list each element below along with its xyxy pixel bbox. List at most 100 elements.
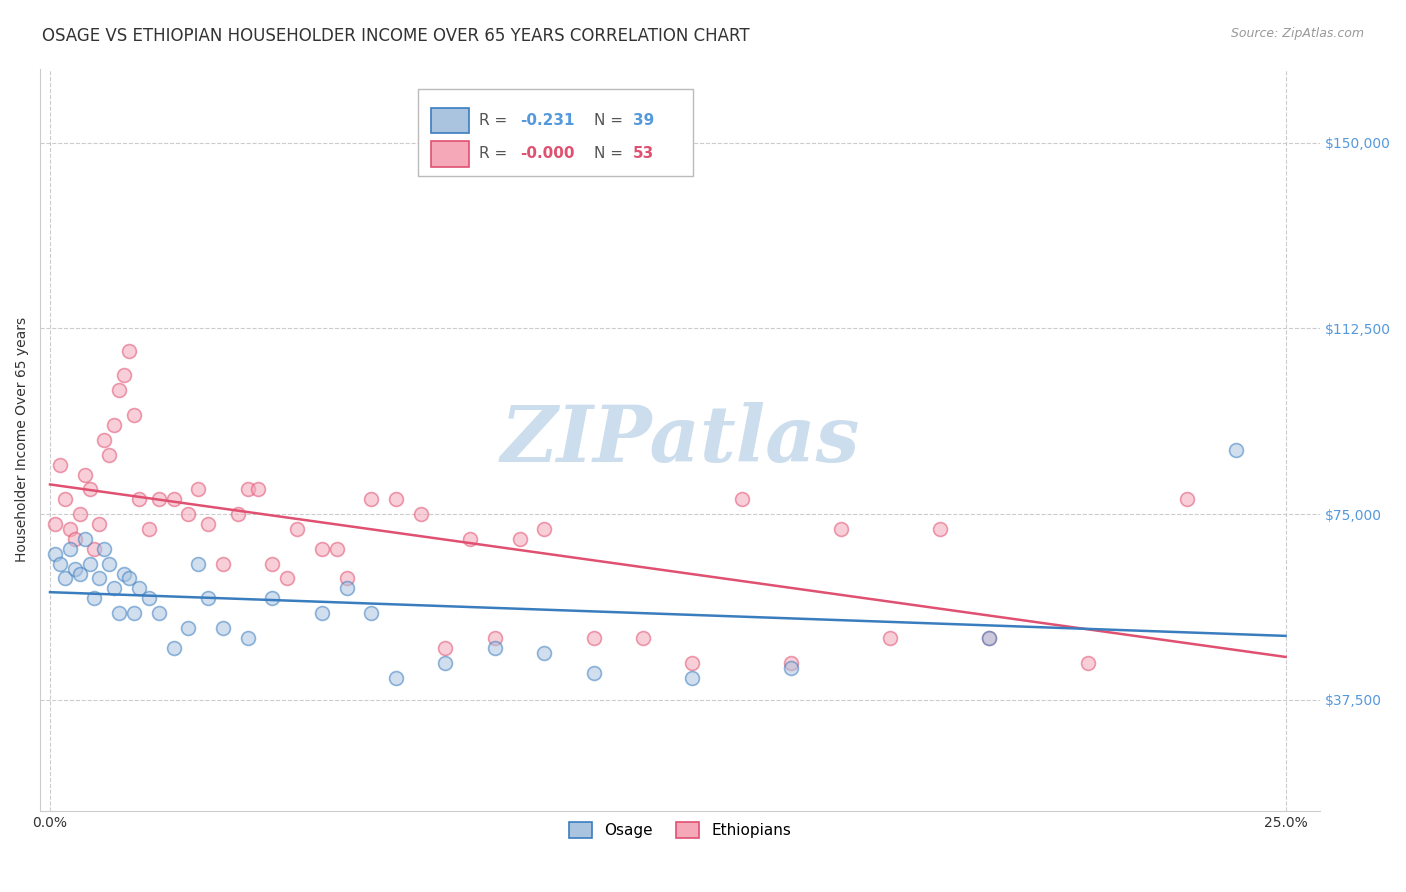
Point bbox=[73, 467, 96, 482]
Point bbox=[484, 640, 506, 655]
Point bbox=[187, 557, 209, 571]
Point bbox=[212, 621, 235, 635]
Bar bbox=[418, 88, 693, 177]
Text: Source: ZipAtlas.com: Source: ZipAtlas.com bbox=[1230, 27, 1364, 40]
Point bbox=[311, 541, 333, 556]
Text: 53: 53 bbox=[633, 146, 654, 161]
Point bbox=[53, 492, 76, 507]
Point bbox=[187, 483, 209, 497]
Point bbox=[197, 516, 219, 531]
Point bbox=[98, 448, 121, 462]
Bar bbox=[430, 141, 470, 167]
Point bbox=[682, 671, 704, 685]
Text: -0.000: -0.000 bbox=[520, 146, 575, 161]
Point bbox=[977, 631, 1000, 645]
Point bbox=[79, 557, 101, 571]
Point bbox=[236, 483, 259, 497]
Point bbox=[148, 492, 170, 507]
Point bbox=[89, 572, 111, 586]
Point bbox=[49, 458, 72, 472]
Point bbox=[162, 492, 184, 507]
Point bbox=[128, 492, 150, 507]
Point bbox=[335, 582, 357, 596]
Point bbox=[1175, 492, 1198, 507]
Point bbox=[879, 631, 901, 645]
Point bbox=[93, 541, 115, 556]
Point bbox=[236, 631, 259, 645]
Point bbox=[63, 561, 86, 575]
Point bbox=[122, 606, 145, 620]
Y-axis label: Householder Income Over 65 years: Householder Income Over 65 years bbox=[15, 318, 30, 563]
Point bbox=[103, 417, 125, 432]
Point bbox=[112, 368, 135, 383]
Point bbox=[484, 631, 506, 645]
Text: -0.231: -0.231 bbox=[520, 113, 575, 128]
Point bbox=[83, 541, 105, 556]
Point bbox=[83, 591, 105, 606]
Text: 39: 39 bbox=[633, 113, 654, 128]
Point bbox=[44, 516, 66, 531]
Point bbox=[385, 492, 408, 507]
Point bbox=[533, 522, 555, 536]
Point bbox=[409, 507, 432, 521]
Point bbox=[197, 591, 219, 606]
Point bbox=[212, 557, 235, 571]
Point bbox=[325, 541, 347, 556]
Point bbox=[69, 566, 91, 581]
Point bbox=[830, 522, 852, 536]
Point bbox=[53, 572, 76, 586]
Point bbox=[276, 572, 298, 586]
Point bbox=[226, 507, 249, 521]
Point bbox=[177, 507, 200, 521]
Point bbox=[103, 582, 125, 596]
Point bbox=[262, 557, 284, 571]
Point bbox=[458, 532, 481, 546]
Point bbox=[122, 408, 145, 422]
Point bbox=[148, 606, 170, 620]
Point bbox=[162, 640, 184, 655]
Point bbox=[69, 507, 91, 521]
Point bbox=[79, 483, 101, 497]
Point bbox=[108, 384, 131, 398]
Point bbox=[434, 656, 457, 670]
Point bbox=[138, 522, 160, 536]
Point bbox=[89, 516, 111, 531]
Point bbox=[93, 433, 115, 447]
Point bbox=[311, 606, 333, 620]
Point bbox=[59, 541, 82, 556]
Point bbox=[360, 606, 382, 620]
Point bbox=[731, 492, 754, 507]
Text: R =: R = bbox=[479, 113, 512, 128]
Legend: Osage, Ethiopians: Osage, Ethiopians bbox=[564, 816, 797, 845]
Point bbox=[682, 656, 704, 670]
Point bbox=[360, 492, 382, 507]
Text: OSAGE VS ETHIOPIAN HOUSEHOLDER INCOME OVER 65 YEARS CORRELATION CHART: OSAGE VS ETHIOPIAN HOUSEHOLDER INCOME OV… bbox=[42, 27, 749, 45]
Point bbox=[928, 522, 950, 536]
Point bbox=[262, 591, 284, 606]
Point bbox=[1225, 442, 1247, 457]
Point bbox=[118, 572, 141, 586]
Bar bbox=[430, 108, 470, 133]
Point bbox=[73, 532, 96, 546]
Point bbox=[780, 660, 803, 674]
Point bbox=[246, 483, 269, 497]
Point bbox=[582, 631, 605, 645]
Point bbox=[582, 665, 605, 680]
Point bbox=[118, 343, 141, 358]
Point bbox=[138, 591, 160, 606]
Point bbox=[49, 557, 72, 571]
Point bbox=[44, 547, 66, 561]
Point bbox=[631, 631, 654, 645]
Point bbox=[434, 640, 457, 655]
Point bbox=[63, 532, 86, 546]
Point bbox=[508, 532, 530, 546]
Point bbox=[285, 522, 308, 536]
Text: N =: N = bbox=[595, 146, 628, 161]
Point bbox=[128, 582, 150, 596]
Point bbox=[1077, 656, 1099, 670]
Point bbox=[59, 522, 82, 536]
Point bbox=[977, 631, 1000, 645]
Text: R =: R = bbox=[479, 146, 512, 161]
Text: ZIPatlas: ZIPatlas bbox=[501, 401, 860, 478]
Point bbox=[780, 656, 803, 670]
